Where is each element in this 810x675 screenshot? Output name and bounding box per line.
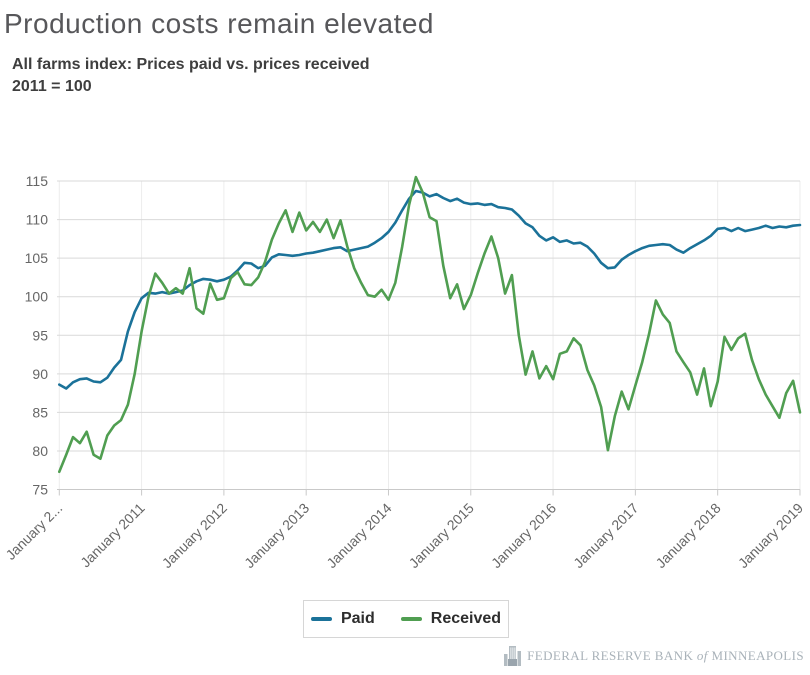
bank-city: MINNEAPOLIS xyxy=(711,647,804,663)
fed-building-icon xyxy=(504,646,522,666)
svg-text:January 2017: January 2017 xyxy=(570,500,641,571)
received-line-swatch xyxy=(400,617,422,621)
legend-item-paid[interactable]: Paid xyxy=(310,610,375,628)
y-axis-labels: 75 80 85 90 95 100 105 110 115 xyxy=(25,173,49,498)
paid-line-swatch xyxy=(310,617,332,621)
paid-series-line xyxy=(57,189,802,390)
svg-text:75: 75 xyxy=(32,482,48,498)
footer-bank-name: FEDERAL RESERVE BANK of MINNEAPOLIS xyxy=(527,648,804,664)
legend: Paid Received xyxy=(303,600,509,638)
svg-text:95: 95 xyxy=(32,327,48,343)
svg-text:January 2014: January 2014 xyxy=(323,500,394,571)
subtitle-line-1: All farms index: Prices paid vs. prices … xyxy=(12,56,370,73)
subtitle-line-2: 2011 = 100 xyxy=(12,78,92,95)
svg-text:100: 100 xyxy=(25,289,49,305)
svg-text:January 2013: January 2013 xyxy=(241,500,312,571)
svg-text:90: 90 xyxy=(32,366,48,382)
legend-item-received[interactable]: Received xyxy=(400,610,502,628)
received-series-line xyxy=(57,175,802,474)
svg-text:80: 80 xyxy=(32,443,48,459)
x-axis xyxy=(57,489,801,496)
x-axis-labels: January 2... January 2011 January 2012 Janu… xyxy=(2,500,806,571)
svg-text:January 2...: January 2... xyxy=(2,500,65,563)
svg-text:105: 105 xyxy=(25,250,49,266)
svg-text:110: 110 xyxy=(26,212,49,228)
bank-of: of xyxy=(696,647,708,663)
svg-text:January 2016: January 2016 xyxy=(488,500,559,571)
paid-legend-label: Paid xyxy=(340,610,375,627)
svg-text:January 2015: January 2015 xyxy=(406,500,477,571)
svg-text:January 2018: January 2018 xyxy=(652,500,723,571)
page-title: Production costs remain elevated xyxy=(4,8,434,39)
svg-text:January 2012: January 2012 xyxy=(159,500,230,571)
svg-text:85: 85 xyxy=(32,404,48,420)
svg-text:115: 115 xyxy=(26,173,49,189)
chart-subtitle: All farms index: Prices paid vs. prices … xyxy=(12,54,370,98)
received-legend-label: Received xyxy=(430,610,502,627)
footer-logo: FEDERAL RESERVE BANK of MINNEAPOLIS xyxy=(504,645,804,666)
svg-text:January 2019: January 2019 xyxy=(735,500,806,571)
y-gridlines xyxy=(57,180,800,452)
bank-prefix: FEDERAL RESERVE BANK xyxy=(527,647,694,663)
svg-text:January 2011: January 2011 xyxy=(77,500,148,571)
